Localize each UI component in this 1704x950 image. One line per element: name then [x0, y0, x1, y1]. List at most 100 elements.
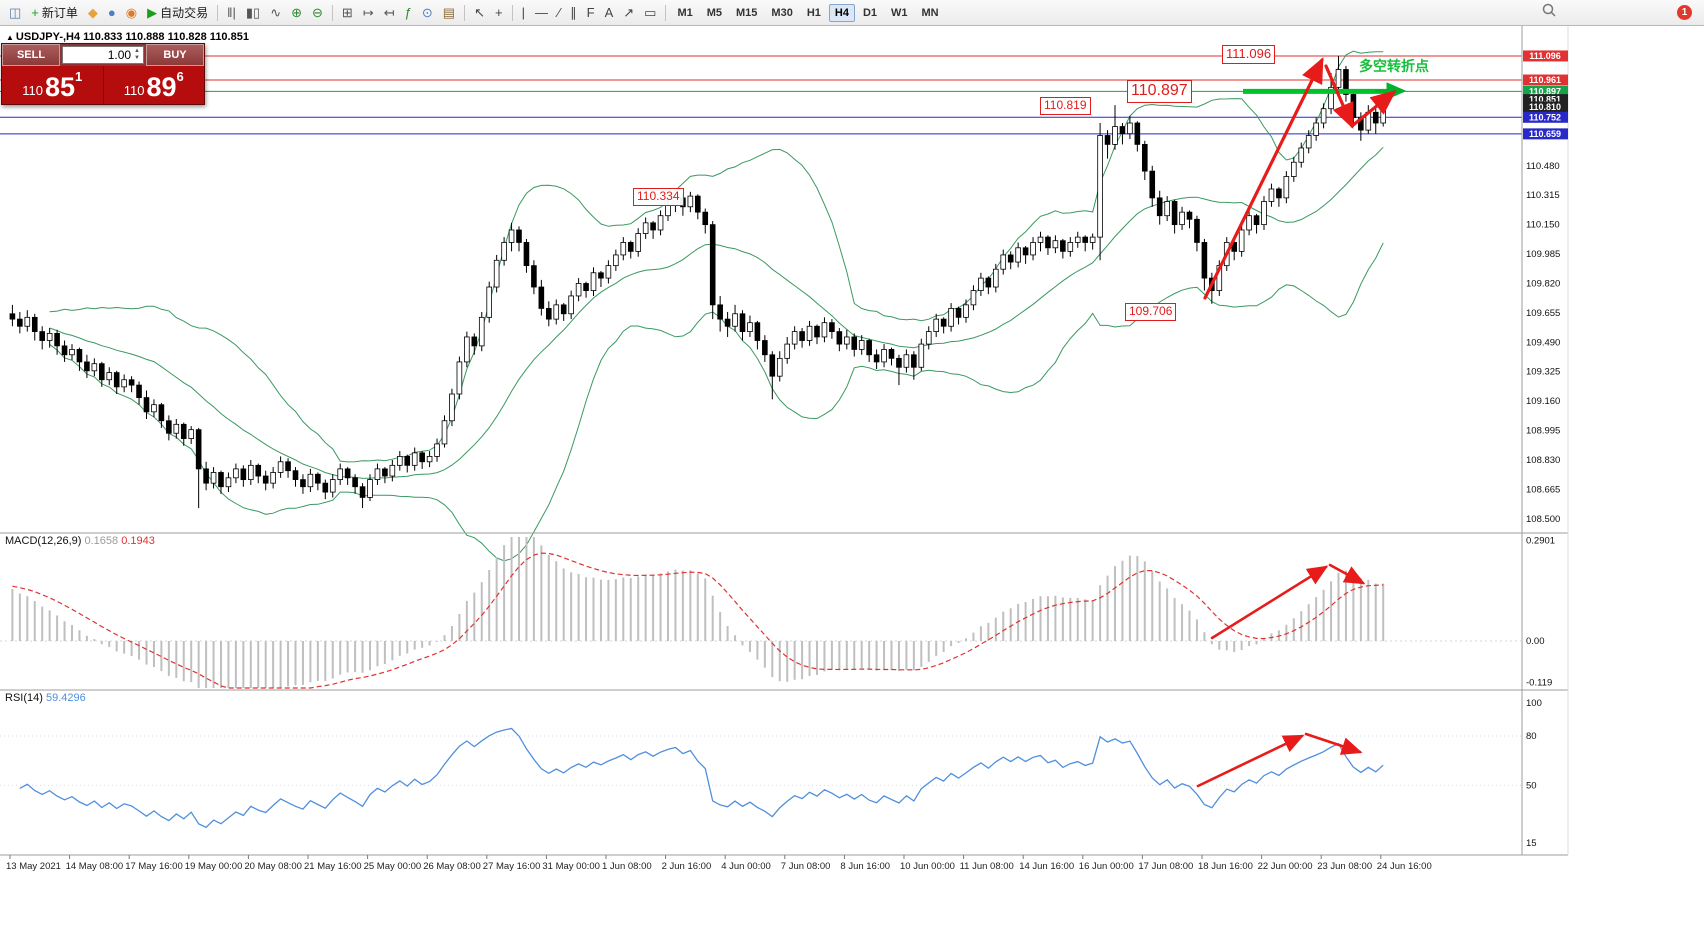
- zoom-out-icon: ⊖: [312, 5, 323, 20]
- templates-button[interactable]: ▤: [439, 3, 459, 23]
- timeframe-m30-button[interactable]: M30: [771, 6, 793, 19]
- svg-text:16 Jun 00:00: 16 Jun 00:00: [1079, 861, 1134, 872]
- buy-button[interactable]: BUY: [146, 44, 204, 66]
- crosshair-icon: +: [494, 5, 503, 20]
- svg-text:26 May 08:00: 26 May 08:00: [423, 861, 481, 872]
- crosshair-button[interactable]: +: [491, 3, 507, 23]
- one-click-trading-panel: SELL 1.00 ▲ ▼ BUY 110 85 1 110 89 6: [1, 43, 205, 105]
- chart-area: 110.480 110.315 110.150 109.985 109.820 109.6…: [0, 26, 1704, 950]
- autotrading-button[interactable]: ▶ 自动交易: [143, 3, 212, 23]
- buy-price[interactable]: 110 89 6: [102, 66, 205, 104]
- timeframe-h4-button[interactable]: H4: [828, 3, 855, 22]
- svg-text:15: 15: [1526, 838, 1537, 849]
- svg-text:2 Jun 16:00: 2 Jun 16:00: [662, 861, 712, 872]
- mql5-community-icon[interactable]: ◉: [122, 3, 141, 23]
- stepper-down-icon[interactable]: ▼: [134, 55, 140, 61]
- timeframe-m1-button[interactable]: M1: [677, 6, 693, 19]
- svg-text:21 May 16:00: 21 May 16:00: [304, 861, 362, 872]
- bar-chart-icon: ‖|: [227, 5, 236, 20]
- timeframe-toolbar: M1 M5 M15 M30 H1 H4 D1 W1 MN: [670, 3, 945, 22]
- panel-separators[interactable]: [0, 26, 1569, 856]
- svg-text:-0.119: -0.119: [1526, 677, 1552, 688]
- svg-text:4 Jun 00:00: 4 Jun 00:00: [721, 861, 771, 872]
- svg-text:23 Jun 08:00: 23 Jun 08:00: [1317, 861, 1372, 872]
- timeframe-w1-button[interactable]: W1: [891, 6, 908, 19]
- timeframe-h1-button[interactable]: H1: [806, 6, 821, 19]
- zoom-out-button[interactable]: ⊖: [308, 3, 327, 23]
- indicators-button[interactable]: ƒ: [401, 3, 416, 23]
- auto-scroll-button[interactable]: ↦: [359, 3, 378, 23]
- svg-text:24 Jun 16:00: 24 Jun 16:00: [1377, 861, 1432, 872]
- svg-text:22 Jun 00:00: 22 Jun 00:00: [1258, 861, 1313, 872]
- cursor-icon: ↖: [474, 5, 485, 20]
- shapes-button[interactable]: ▭: [640, 3, 660, 23]
- lot-size-input[interactable]: 1.00 ▲ ▼: [62, 46, 144, 64]
- signals-icon[interactable]: ●: [104, 3, 120, 23]
- text-button[interactable]: A: [601, 3, 618, 23]
- timeframe-m5-button[interactable]: M5: [706, 6, 723, 19]
- symbol-info: ▲ USDJPY-,H4 110.833 110.888 110.828 110.…: [6, 31, 249, 43]
- svg-text:109.655: 109.655: [1526, 308, 1560, 319]
- periods-button[interactable]: ⊙: [418, 3, 437, 23]
- tile-windows-button[interactable]: ⊞: [338, 3, 357, 23]
- lot-stepper[interactable]: ▲ ▼: [134, 48, 140, 61]
- toolbar-separator: [217, 4, 219, 21]
- vertical-line-button[interactable]: |: [518, 3, 529, 23]
- svg-text:14 Jun 16:00: 14 Jun 16:00: [1019, 861, 1074, 872]
- indicators-icon: ƒ: [404, 5, 412, 20]
- svg-text:20 May 08:00: 20 May 08:00: [244, 861, 302, 872]
- search-icon[interactable]: [1541, 2, 1557, 23]
- sell-button[interactable]: SELL: [2, 44, 60, 66]
- svg-text:0.2901: 0.2901: [1526, 535, 1555, 546]
- price-axis[interactable]: 110.480 110.315 110.150 109.985 109.820 109.6…: [1523, 50, 1568, 525]
- trendline-button[interactable]: ∕: [554, 3, 564, 23]
- notification-badge[interactable]: 1: [1677, 5, 1692, 20]
- channel-button[interactable]: ∥: [566, 3, 581, 23]
- market-icon[interactable]: ◆: [84, 3, 102, 23]
- new-chart-icon: ◫: [9, 5, 22, 20]
- line-chart-button[interactable]: ∿: [266, 3, 285, 23]
- arrows-icon: ↗: [623, 5, 635, 20]
- timeframe-m15-button[interactable]: M15: [736, 6, 758, 19]
- mql5-community-icon-icon: ◉: [125, 5, 138, 20]
- time-axis[interactable]: 13 May 2021 14 May 08:00 17 May 16:00 19 Ma…: [6, 855, 1432, 872]
- stepper-up-icon[interactable]: ▲: [134, 48, 140, 55]
- toolbar-buttons: ◫ + 新订单 ◆ ● ◉ ▶ 自动交易 ‖| ▮▯ ∿ ⊕ ⊖ ⊞ ↦ ↤ ƒ ⊙ ▤ ↖ + | — ∕ ∥ F A ↗ ▭: [4, 3, 670, 23]
- horizontal-lines-layer[interactable]: [0, 55, 1522, 135]
- arrows-button[interactable]: ↗: [619, 3, 638, 23]
- toolbar: ◫ + 新订单 ◆ ● ◉ ▶ 自动交易 ‖| ▮▯ ∿ ⊕ ⊖ ⊞ ↦ ↤ ƒ ⊙ ▤ ↖ + | — ∕ ∥ F A ↗ ▭ M1 M…: [0, 0, 1704, 26]
- bar-chart-button[interactable]: ‖|: [223, 3, 240, 23]
- lot-size-value: 1.00: [107, 48, 132, 62]
- vertical-line-icon: |: [521, 5, 525, 20]
- templates-icon: ▤: [442, 5, 456, 20]
- zoom-in-button[interactable]: ⊕: [287, 3, 306, 23]
- svg-text:8 Jun 16:00: 8 Jun 16:00: [840, 861, 890, 872]
- new-order-button[interactable]: + 新订单: [27, 3, 82, 23]
- symbol-ohlc-text: USDJPY-,H4 110.833 110.888 110.828 110.8…: [15, 31, 249, 43]
- timeframe-mn-button[interactable]: MN: [921, 6, 939, 19]
- sell-price[interactable]: 110 85 1: [22, 69, 83, 103]
- fibonacci-button[interactable]: F: [583, 3, 599, 23]
- svg-text:17 Jun 08:00: 17 Jun 08:00: [1138, 861, 1193, 872]
- new-order-icon: +: [31, 5, 39, 20]
- timeframe-d1-button[interactable]: D1: [862, 6, 878, 19]
- chart-shift-button[interactable]: ↤: [380, 3, 399, 23]
- svg-text:110.961: 110.961: [1529, 75, 1561, 85]
- svg-text:110.851: 110.851: [1529, 95, 1561, 105]
- svg-text:25 May 00:00: 25 May 00:00: [364, 861, 422, 872]
- svg-text:110.659: 110.659: [1529, 129, 1561, 139]
- macd-panel: 0.2901 0.00 -0.119: [0, 535, 1555, 689]
- trend-arrows[interactable]: [1196, 57, 1397, 788]
- horizontal-line-button[interactable]: —: [531, 3, 552, 23]
- svg-text:19 May 00:00: 19 May 00:00: [185, 861, 243, 872]
- candlestick-chart-button[interactable]: ▮▯: [242, 3, 264, 23]
- new-chart-button[interactable]: ◫: [5, 3, 25, 23]
- svg-text:14 May 08:00: 14 May 08:00: [66, 861, 124, 872]
- toolbar-separator: [665, 4, 667, 21]
- chart-canvas[interactable]: 110.480 110.315 110.150 109.985 109.820 109.6…: [0, 26, 1704, 950]
- collapse-panel-icon[interactable]: ▲: [6, 33, 14, 42]
- candlestick-chart-icon: ▮▯: [245, 5, 261, 20]
- svg-text:50: 50: [1526, 780, 1537, 791]
- svg-text:108.995: 108.995: [1526, 426, 1560, 437]
- cursor-button[interactable]: ↖: [470, 3, 489, 23]
